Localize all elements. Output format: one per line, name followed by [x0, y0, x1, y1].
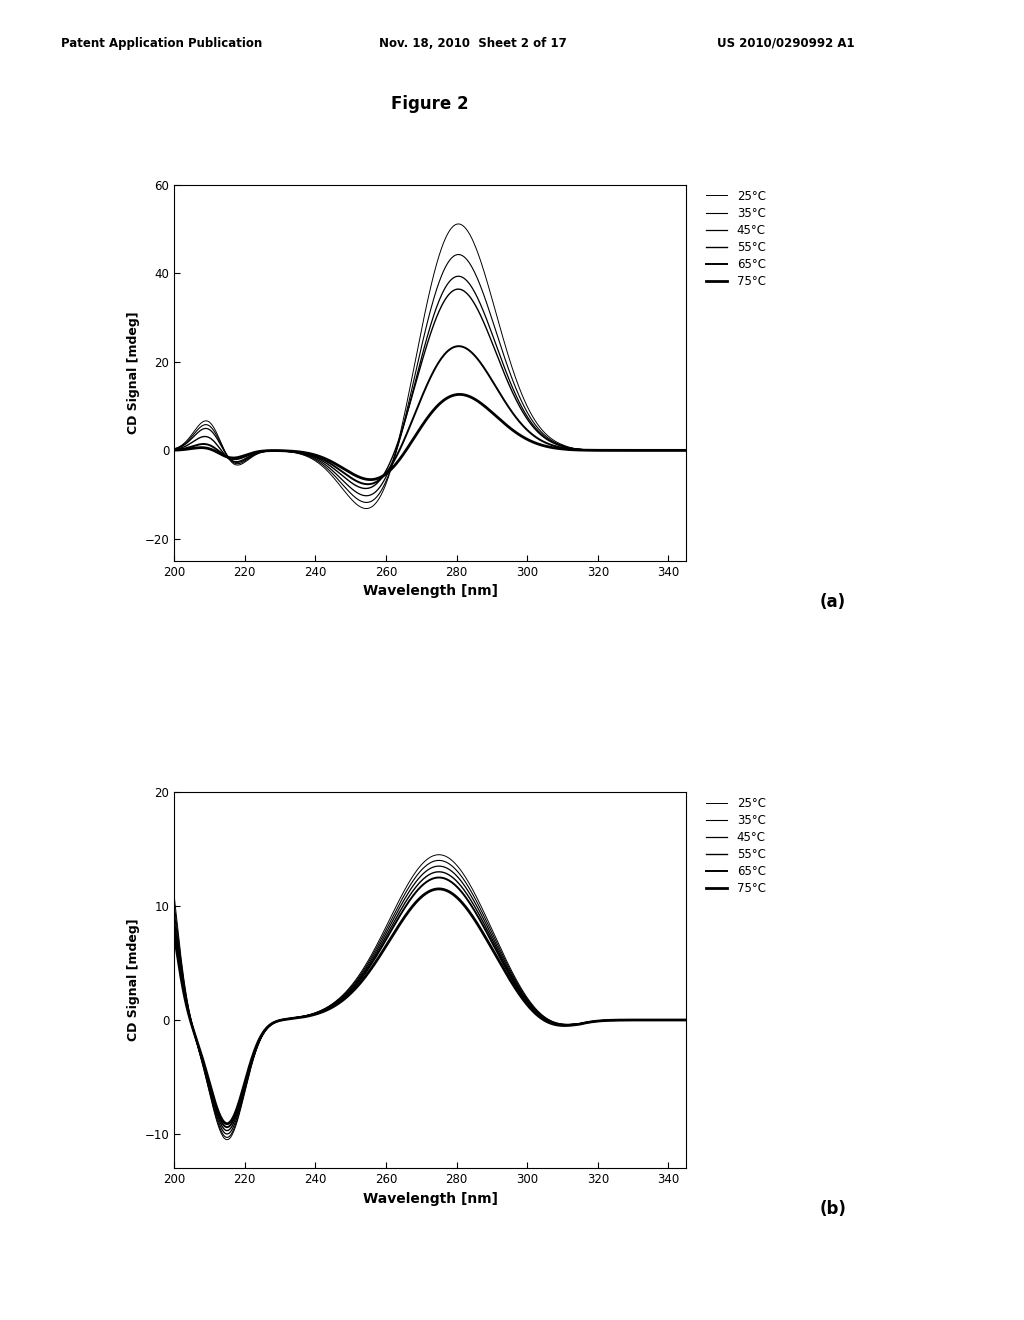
Text: Nov. 18, 2010  Sheet 2 of 17: Nov. 18, 2010 Sheet 2 of 17 [379, 37, 566, 50]
Text: Figure 2: Figure 2 [391, 95, 469, 114]
Y-axis label: CD Signal [mdeg]: CD Signal [mdeg] [127, 919, 140, 1041]
Text: (a): (a) [819, 593, 846, 611]
X-axis label: Wavelength [nm]: Wavelength [nm] [362, 585, 498, 598]
Text: Patent Application Publication: Patent Application Publication [61, 37, 263, 50]
Text: (b): (b) [819, 1200, 846, 1218]
Text: US 2010/0290992 A1: US 2010/0290992 A1 [717, 37, 854, 50]
Legend: 25°C, 35°C, 45°C, 55°C, 65°C, 75°C: 25°C, 35°C, 45°C, 55°C, 65°C, 75°C [701, 185, 771, 293]
Legend: 25°C, 35°C, 45°C, 55°C, 65°C, 75°C: 25°C, 35°C, 45°C, 55°C, 65°C, 75°C [701, 792, 771, 900]
Y-axis label: CD Signal [mdeg]: CD Signal [mdeg] [127, 312, 140, 434]
X-axis label: Wavelength [nm]: Wavelength [nm] [362, 1192, 498, 1205]
